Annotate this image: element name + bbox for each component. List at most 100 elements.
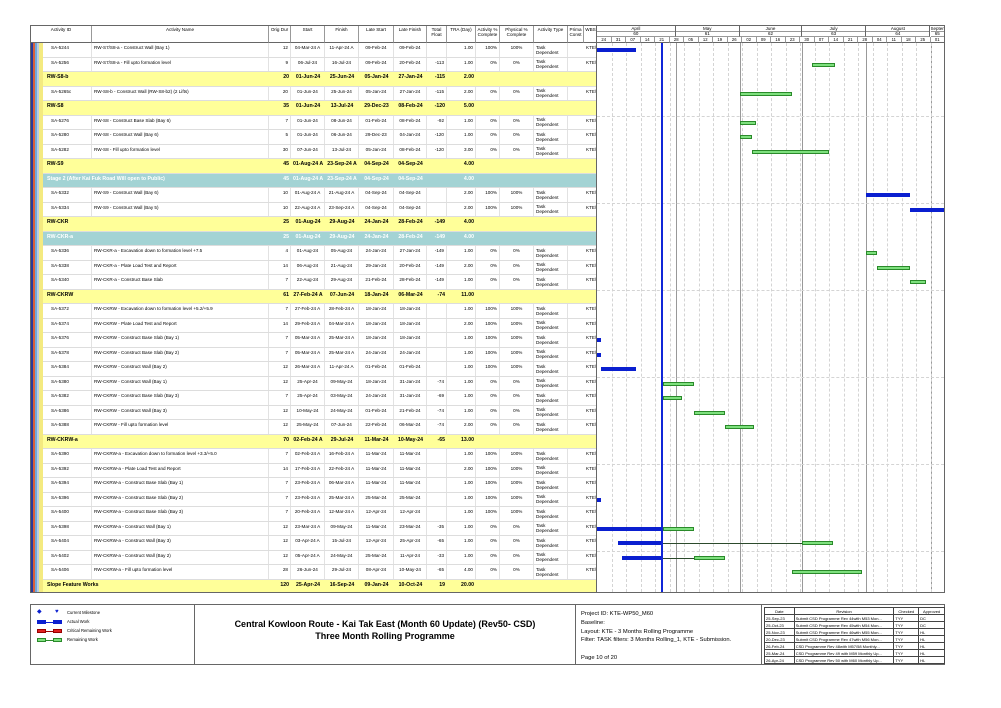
cell-type: Task Dependent bbox=[534, 376, 568, 390]
revision-header: Revision bbox=[793, 607, 895, 615]
table-row[interactable]: SA-5276 RW-S8 - Construct Base Slab (Bay … bbox=[43, 115, 596, 130]
cell-act: 100% bbox=[476, 478, 500, 492]
remaining-bar[interactable] bbox=[739, 91, 792, 96]
actual-bar[interactable] bbox=[597, 338, 602, 342]
group-row[interactable]: RW-CKR 25 01-Aug-24 29-Aug-24 24-Jan-24 28-Fe… bbox=[43, 217, 596, 232]
table-row[interactable]: SA-5390 RW-CKRW-a - Excavation down to fo… bbox=[43, 449, 596, 464]
remaining-bar[interactable] bbox=[802, 541, 834, 545]
column-header-start[interactable]: Start bbox=[291, 26, 325, 43]
column-header-act[interactable]: Activity % Complete bbox=[476, 26, 500, 43]
table-row[interactable]: SA-5372 RW-CKRW - Excavation down to form… bbox=[43, 304, 596, 319]
actual-bar[interactable] bbox=[597, 497, 602, 502]
actual-bar[interactable] bbox=[621, 555, 662, 560]
table-row[interactable]: SA-5380 RW-CKRW - Construct Wall (Bay 1) 1… bbox=[43, 376, 596, 391]
group-row[interactable]: RW-S8 35 01-Jun-24 13-Jul-24 29-Dec-23 08-Feb… bbox=[43, 101, 596, 116]
column-header-tra[interactable]: TRA (Day) bbox=[447, 26, 476, 43]
table-row[interactable]: SA-5396 RW-CKRW-a - Construct Base Slab (… bbox=[43, 492, 596, 507]
cell-ls: 09-Feb-24 bbox=[359, 57, 394, 71]
cell-dur: 7 bbox=[269, 304, 291, 318]
group-row[interactable]: Stage 2 (After Kai Fuk Road Will open to… bbox=[43, 173, 596, 188]
actual-bar[interactable] bbox=[617, 541, 662, 545]
remaining-bar[interactable] bbox=[909, 280, 927, 284]
column-header-name[interactable]: Activity Name bbox=[92, 26, 269, 43]
table-row[interactable]: SA-5382 RW-CKRW - Construct Base Slab (Ba… bbox=[43, 391, 596, 406]
table-row[interactable]: SA-5332 RW-S9 - Construct Wall (Bay 6) 10 0… bbox=[43, 188, 596, 203]
column-header-dur[interactable]: Orig Dur bbox=[269, 26, 291, 43]
table-row[interactable]: SA-5282 RW-S8 - Fill upto formation level… bbox=[43, 144, 596, 159]
table-row[interactable]: SA-5386 RW-CKRW - Construct Wall (Bay 3) 1… bbox=[43, 405, 596, 420]
cell-tf: -149 bbox=[427, 275, 447, 289]
group-row[interactable]: RW-CKRW-a 70 02-Feb-24 A 29-Jul-24 11-Mar-24… bbox=[43, 434, 596, 449]
table-row[interactable]: SA-5336 RW-CKR-a - Excavation down to for… bbox=[43, 246, 596, 261]
actual-bar[interactable] bbox=[597, 48, 637, 52]
cell-start: 22-Aug-24 bbox=[291, 275, 325, 289]
column-header-type[interactable]: Activity Type bbox=[534, 26, 568, 43]
table-row[interactable]: SA-5334 RW-S9 - Construct Wall (Bay 5) 10 2… bbox=[43, 202, 596, 217]
cell-tra: 1.00 bbox=[447, 376, 476, 390]
cell-start: 01-Jun-24 bbox=[295, 74, 321, 80]
table-row[interactable]: SA-5280 RW-S8 - Construct Wall (Bay 6) 5 01… bbox=[43, 130, 596, 145]
column-header-wbs[interactable]: WBS bbox=[584, 26, 596, 43]
cell-finish: 29-Jul-24 bbox=[325, 565, 359, 579]
remaining-bar[interactable] bbox=[866, 251, 877, 255]
column-header-finish[interactable]: Finish bbox=[325, 26, 359, 43]
remaining-bar[interactable] bbox=[725, 425, 755, 429]
actual-bar[interactable] bbox=[601, 367, 637, 371]
remaining-bar[interactable] bbox=[812, 62, 836, 67]
remaining-bar[interactable] bbox=[876, 265, 910, 270]
column-header-lf[interactable]: Late Finish bbox=[394, 26, 427, 43]
cell-tf: -74 bbox=[427, 405, 447, 419]
remaining-bar[interactable] bbox=[739, 120, 757, 125]
table-row[interactable]: SA-5378 RW-CKRW - Construct Base Slab (Ba… bbox=[43, 347, 596, 362]
week-header: 31 bbox=[611, 37, 626, 43]
table-row[interactable]: SA-5402 RW-CKRW-a - Construct Wall (Bay 2… bbox=[43, 550, 596, 565]
table-row[interactable]: SA-5256 RW-S7/S8-a - Fill upto formation … bbox=[43, 57, 596, 72]
table-row[interactable]: SA-5392 RW-CKRW-a - Plate Load Test and R… bbox=[43, 463, 596, 478]
cell-ls: 01-Feb-24 bbox=[359, 405, 394, 419]
table-row[interactable]: SA-5340 RW-CKR-a - Construct Base Slab 7 22… bbox=[43, 275, 596, 290]
group-row[interactable]: Slope Feature Works 120 25-Apr-24 16-Sep-24… bbox=[43, 579, 596, 592]
cell-phys: 0% bbox=[500, 536, 534, 550]
remaining-bar[interactable] bbox=[694, 410, 726, 415]
table-row[interactable]: SA-5398 RW-CKRW-a - Construct Wall (Bay 1… bbox=[43, 521, 596, 536]
group-row[interactable]: RW-CKR-a 25 01-Aug-24 29-Aug-24 24-Jan-24 28-… bbox=[43, 231, 596, 246]
progress-link[interactable] bbox=[661, 543, 803, 544]
actual-bar[interactable] bbox=[597, 526, 662, 531]
table-row[interactable]: SA-5265c RW-S8-b - Construct Wall (RW-S8-… bbox=[43, 86, 596, 101]
remaining-bar[interactable] bbox=[791, 570, 863, 574]
actual-bar[interactable] bbox=[597, 352, 602, 357]
table-row[interactable]: SA-5388 RW-CKRW - Fill upto formation lev… bbox=[43, 420, 596, 435]
remaining-bar[interactable] bbox=[739, 135, 753, 139]
remaining-bar[interactable] bbox=[663, 396, 682, 400]
table-row[interactable]: SA-5384 RW-CKRW - Construct Wall (Bay 2) 1… bbox=[43, 362, 596, 377]
group-row[interactable]: RW-CKRW 61 27-Feb-24 A 07-Jun-24 18-Jan-24 06… bbox=[43, 289, 596, 304]
column-header-phys[interactable]: Physical % Complete bbox=[500, 26, 534, 43]
remaining-bar[interactable] bbox=[752, 149, 829, 154]
table-row[interactable]: SA-5404 RW-CKRW-a - Construct Wall (Bay 3… bbox=[43, 536, 596, 551]
column-header-tf[interactable]: Total Float bbox=[427, 26, 447, 43]
table-row[interactable]: SA-5376 RW-CKRW - Construct Base Slab (Ba… bbox=[43, 333, 596, 348]
group-row[interactable]: RW-S8-b 20 01-Jun-24 25-Jun-24 05-Jan-24 27-J… bbox=[43, 72, 596, 87]
column-header-prim[interactable]: Prima Const bbox=[568, 26, 584, 43]
table-row[interactable]: SA-5244 RW-S7/S8-a - Construct Wall (Bay … bbox=[43, 43, 596, 58]
remaining-bar[interactable] bbox=[694, 555, 726, 560]
cell-tf: -149 bbox=[427, 246, 447, 260]
actual-bar[interactable] bbox=[909, 207, 944, 212]
actual-bar[interactable] bbox=[866, 193, 910, 197]
progress-link[interactable] bbox=[661, 557, 695, 559]
group-row[interactable]: RW-S9 45 01-Aug-24 A 23-Sep-24 A 04-Sep-24 04… bbox=[43, 159, 596, 174]
table-row[interactable]: SA-5406 RW-CKRW-a - Fill upto formation l… bbox=[43, 565, 596, 580]
column-header-id[interactable]: Activity ID bbox=[31, 26, 92, 43]
remaining-bar[interactable] bbox=[663, 526, 695, 531]
cell-lf: 04-Sep-24 bbox=[398, 175, 423, 182]
cell-wbs: KTE\ bbox=[584, 522, 596, 536]
remaining-bar[interactable] bbox=[663, 381, 695, 386]
table-row[interactable]: SA-5338 RW-CKR-a - Plate Load Test and Re… bbox=[43, 260, 596, 275]
cell-finish: 06-Mar-24 A bbox=[325, 478, 359, 492]
cell-tra: 1.00 bbox=[447, 333, 476, 347]
table-row[interactable]: SA-5394 RW-CKRW-a - Construct Base Slab (… bbox=[43, 478, 596, 493]
table-row[interactable]: SA-5400 RW-CKRW-a - Construct Base Slab (… bbox=[43, 507, 596, 522]
column-header-ls[interactable]: Late Start bbox=[359, 26, 394, 43]
cell-name: RW-CKRW - Construct Wall (Bay 2) bbox=[92, 362, 269, 376]
table-row[interactable]: SA-5374 RW-CKRW - Plate Load Test and Rep… bbox=[43, 318, 596, 333]
